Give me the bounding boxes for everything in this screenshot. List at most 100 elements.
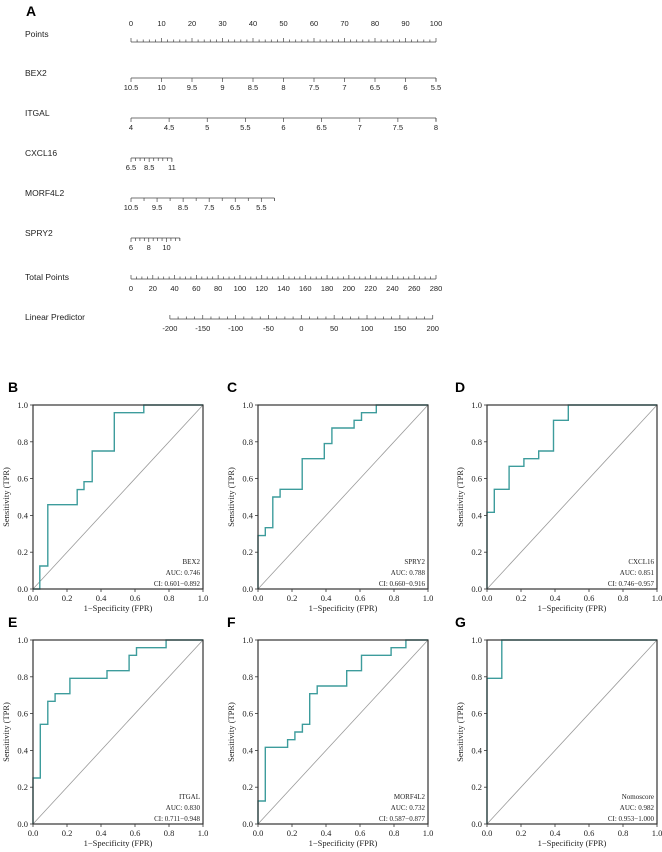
reference-diagonal-line <box>486 404 658 590</box>
y-tick-label: 0.2 <box>17 547 28 557</box>
linear-predictor-tick-label: -50 <box>263 324 274 333</box>
x-tick-label: 0.6 <box>355 828 366 838</box>
variable-tick-label: 5.5 <box>240 123 250 132</box>
y-axis-title: Sensitivity (TPR) <box>455 702 465 762</box>
x-tick-label: 0.0 <box>28 593 39 603</box>
variable-tick-label: 6 <box>129 243 133 252</box>
x-tick-label: 0.8 <box>389 593 400 603</box>
x-tick-label: 0.6 <box>130 593 141 603</box>
variable-tick-label: 5.5 <box>431 83 441 92</box>
points-tick-label: 50 <box>279 19 287 28</box>
roc-auc-value: AUC: 0.851 <box>620 569 655 577</box>
x-axis-title: 1−Specificity (FPR) <box>538 603 607 613</box>
plot-frame <box>257 404 429 590</box>
y-tick-label: 1.0 <box>471 400 482 410</box>
points-tick-label: 0 <box>129 19 133 28</box>
y-axis-title: Sensitivity (TPR) <box>226 467 236 527</box>
x-tick-label: 1.0 <box>652 828 662 838</box>
x-tick-label: 1.0 <box>652 593 662 603</box>
roc-panel-b: B 0.00.0 0.2 0.2 0.4 0.4 0.6 0.6 0.8 0.8 1.0 1.0 1−S… <box>1 379 208 613</box>
total-points-tick-label: 160 <box>299 284 312 293</box>
roc-ci-value: CI: 0.660−0.916 <box>379 580 426 588</box>
linear-predictor-tick-label: 150 <box>394 324 407 333</box>
y-tick-label: 0.8 <box>17 672 28 682</box>
variable-label: BEX2 <box>25 68 47 78</box>
y-tick-label: 0.4 <box>471 745 482 755</box>
x-tick-label: 0.4 <box>96 828 107 838</box>
linear-predictor-tick-label: 50 <box>330 324 338 333</box>
y-tick-label: 0.6 <box>17 709 28 719</box>
total-points-tick-label: 120 <box>255 284 268 293</box>
x-tick-label: 0.2 <box>62 593 73 603</box>
y-axis-title: Sensitivity (TPR) <box>1 467 11 527</box>
variable-scale-itgal: ITGAL 4 4.5 5 5.5 6 6.5 7 7.5 8 <box>25 108 438 132</box>
roc-auc-value: AUC: 0.746 <box>166 569 201 577</box>
y-tick-label: 0.0 <box>242 584 253 594</box>
variable-tick-label: 8.5 <box>178 203 188 212</box>
x-tick-label: 0.2 <box>62 828 73 838</box>
x-axis-title: 1−Specificity (FPR) <box>309 603 378 613</box>
x-tick-label: 0.4 <box>550 593 561 603</box>
panel-label: F <box>227 614 236 630</box>
total-points-tick-label: 60 <box>192 284 200 293</box>
roc-auc-value: AUC: 0.982 <box>620 804 655 812</box>
variable-tick-label: 5.5 <box>256 203 266 212</box>
x-tick-label: 0.2 <box>516 828 527 838</box>
total-points-scale: Total Points 0 20 40 60 80 100 120 140 160 180 200 2… <box>25 272 442 293</box>
panel-label: B <box>8 379 18 395</box>
x-tick-label: 0.0 <box>253 593 264 603</box>
points-tick-label: 70 <box>340 19 348 28</box>
x-tick-label: 0.4 <box>321 828 332 838</box>
y-tick-label: 0.0 <box>17 584 28 594</box>
variable-label: CXCL16 <box>25 148 57 158</box>
roc-marker-name: SPRY2 <box>404 558 425 566</box>
variable-tick-label: 9.5 <box>152 203 162 212</box>
reference-diagonal-line <box>32 404 204 590</box>
total-points-tick-label: 240 <box>386 284 399 293</box>
y-tick-label: 0.2 <box>471 547 482 557</box>
x-tick-label: 1.0 <box>198 828 209 838</box>
points-tick-label: 40 <box>249 19 257 28</box>
total-points-tick-label: 180 <box>321 284 334 293</box>
y-tick-label: 1.0 <box>17 635 28 645</box>
reference-diagonal-line <box>257 639 429 825</box>
variable-tick-label: 4 <box>129 123 133 132</box>
x-tick-label: 0.0 <box>28 828 39 838</box>
y-tick-label: 0.0 <box>242 819 253 829</box>
linear-predictor-label: Linear Predictor <box>25 312 85 322</box>
x-tick-label: 0.4 <box>550 828 561 838</box>
points-tick-label: 80 <box>371 19 379 28</box>
variable-tick-label: 4.5 <box>164 123 174 132</box>
points-tick-label: 60 <box>310 19 318 28</box>
roc-curve <box>257 639 428 824</box>
linear-predictor-tick-label: 0 <box>299 324 303 333</box>
y-axis-title: Sensitivity (TPR) <box>1 702 11 762</box>
reference-diagonal-line <box>257 404 429 590</box>
roc-auc-value: AUC: 0.788 <box>391 569 426 577</box>
roc-auc-value: AUC: 0.830 <box>166 804 201 812</box>
variable-scale-bex2: BEX2 10.5 10 9.5 9 8.5 8 7.5 7 6.5 6 5.5 <box>25 68 441 92</box>
variable-tick-label: 8.5 <box>248 83 258 92</box>
reference-diagonal-line <box>486 639 658 825</box>
panel-label-a: A <box>26 3 36 19</box>
y-tick-label: 0.4 <box>17 745 28 755</box>
roc-marker-name: MORF4L2 <box>394 793 426 801</box>
y-tick-label: 0.8 <box>17 437 28 447</box>
variable-tick-label: 6.5 <box>126 163 136 172</box>
total-points-label: Total Points <box>25 272 69 282</box>
roc-curve <box>33 404 203 590</box>
y-tick-label: 0.6 <box>242 709 253 719</box>
x-tick-label: 1.0 <box>198 593 209 603</box>
x-tick-label: 0.2 <box>287 828 298 838</box>
variable-label: MORF4L2 <box>25 188 64 198</box>
variable-tick-label: 5 <box>205 123 209 132</box>
total-points-tick-label: 20 <box>149 284 157 293</box>
y-tick-label: 0.8 <box>242 437 253 447</box>
y-axis-title: Sensitivity (TPR) <box>226 702 236 762</box>
x-tick-label: 1.0 <box>423 828 434 838</box>
panel-label: E <box>8 614 17 630</box>
y-tick-label: 0.0 <box>471 819 482 829</box>
variable-tick-label: 9.5 <box>187 83 197 92</box>
variable-tick-label: 8.5 <box>144 163 154 172</box>
